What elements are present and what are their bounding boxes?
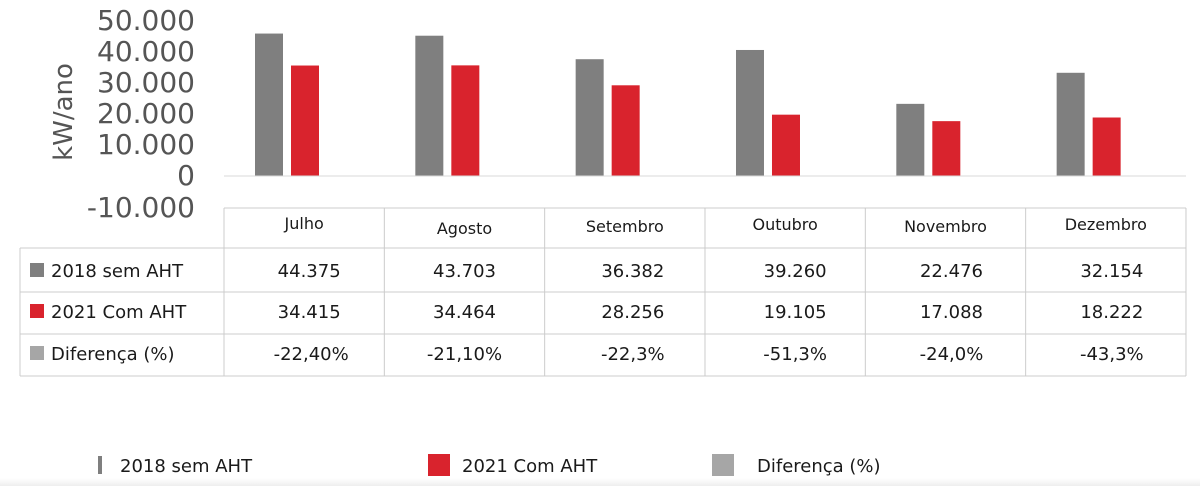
data-table: Julho Agosto Setembro Outubro Novembro Dezemb… [19, 207, 1187, 377]
row-swatch [30, 304, 44, 318]
y-tick-label: 40.000 [97, 35, 195, 68]
table-cell: 22.476 [920, 261, 983, 282]
table-cell: 34.415 [278, 302, 341, 323]
bottom-fade [0, 478, 1200, 486]
y-tick-label: 30.000 [97, 66, 195, 99]
category-label: Novembro [904, 217, 987, 236]
legend-label: 2018 sem AHT [120, 456, 253, 477]
table-cell: 39.260 [764, 261, 827, 282]
table-cell: 44.375 [278, 261, 341, 282]
category-label: Dezembro [1065, 215, 1147, 234]
table-cell: -43,3% [1080, 344, 1144, 365]
bar-2018 [255, 33, 283, 177]
table-cell: 19.105 [764, 302, 827, 323]
table-cell: -22,3% [601, 344, 665, 365]
row-label: 2021 Com AHT [51, 302, 187, 323]
legend: 2018 sem AHT 2021 Com AHT Diferença (%) [98, 454, 881, 477]
bar-2018 [415, 35, 444, 176]
table-cell: -51,3% [763, 344, 827, 365]
bar-2021 [291, 65, 319, 176]
y-axis-label: kW/ano [49, 63, 79, 161]
bar-2021 [932, 121, 961, 176]
category-label: Outubro [752, 215, 817, 234]
row-swatch [30, 263, 44, 277]
row-swatch [30, 346, 44, 360]
legend-label: 2021 Com AHT [462, 456, 598, 477]
legend-swatch [712, 454, 734, 476]
y-tick-label: 0 [177, 159, 195, 192]
table-cell: 18.222 [1080, 302, 1143, 323]
bar-2018 [896, 103, 925, 176]
category-label: Julho [284, 214, 324, 233]
table-cell: 17.088 [920, 302, 983, 323]
y-tick-label: 50.000 [97, 4, 195, 37]
bar-2018 [1056, 72, 1085, 176]
legend-label: Diferença (%) [757, 456, 881, 477]
bar-2021 [451, 65, 480, 176]
legend-swatch [98, 456, 102, 474]
category-label: Setembro [586, 217, 664, 236]
bar-2018 [575, 59, 604, 177]
table-cell: 43.703 [433, 261, 496, 282]
bar-2018 [735, 49, 764, 176]
y-tick-label: 20.000 [97, 97, 195, 130]
table-cell: -24,0% [920, 344, 984, 365]
table-cell: 34.464 [433, 302, 496, 323]
table-cell: 28.256 [601, 302, 664, 323]
table-cell: 32.154 [1080, 261, 1143, 282]
y-tick-label: 10.000 [97, 128, 195, 161]
legend-swatch [428, 454, 450, 476]
bars [255, 33, 1121, 177]
bar-2021 [1092, 117, 1121, 176]
bar-2021 [771, 114, 800, 176]
table-cell: -21,10% [427, 344, 502, 365]
table-cell: -22,40% [274, 344, 349, 365]
category-label: Agosto [437, 219, 492, 238]
table-cell: 36.382 [601, 261, 664, 282]
bar-2021 [611, 85, 640, 176]
row-label: Diferença (%) [51, 344, 175, 365]
y-tick-label: -10.000 [87, 191, 195, 224]
row-label: 2018 sem AHT [51, 261, 184, 282]
